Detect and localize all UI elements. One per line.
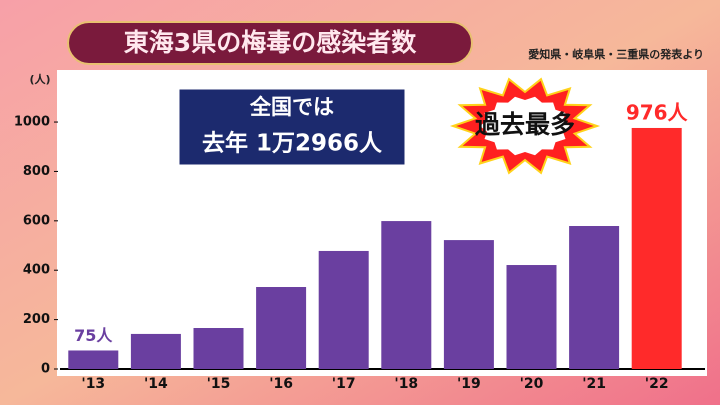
x-tick-label: '21: [582, 376, 606, 392]
title-banner: [67, 21, 473, 65]
bar: [381, 221, 432, 369]
callout-line: 全国では: [249, 95, 334, 119]
callout-box: [176, 86, 408, 168]
bar: [506, 265, 557, 369]
x-tick-label: '22: [645, 376, 669, 392]
bar: [569, 226, 620, 369]
y-tick-label: 1000: [14, 115, 50, 130]
bar: [193, 328, 244, 369]
value-label: 75人: [74, 326, 113, 345]
badge-inner: [480, 96, 570, 156]
x-tick-label: '19: [457, 376, 481, 392]
x-tick-label: '15: [207, 376, 231, 392]
x-tick-label: '18: [394, 376, 418, 392]
y-tick-label: 200: [23, 312, 50, 327]
callout-line: 去年 1万2966人: [202, 130, 383, 157]
y-axis-label: (人): [29, 72, 50, 86]
x-tick-label: '17: [332, 376, 356, 392]
bar: [130, 333, 181, 369]
y-tick-label: 400: [23, 263, 50, 278]
source: 愛知県・岐阜県・三重県の発表より: [528, 47, 704, 61]
y-tick-label: 0: [41, 362, 50, 377]
bar: [318, 250, 369, 369]
value-label: 976人: [626, 100, 689, 124]
y-tick-label: 600: [23, 213, 50, 228]
x-tick-label: '14: [144, 376, 168, 392]
badge-text: 過去最多: [475, 110, 575, 139]
x-tick-label: '16: [269, 376, 293, 392]
bar: [256, 287, 307, 369]
x-tick-label: '13: [81, 376, 105, 392]
x-tick-label: '20: [520, 376, 544, 392]
chart-title: 東海3県の梅毒の感染者数: [124, 28, 417, 57]
bar: [631, 127, 682, 370]
y-tick-label: 800: [23, 164, 50, 179]
bar: [68, 350, 119, 369]
bar: [443, 240, 494, 369]
